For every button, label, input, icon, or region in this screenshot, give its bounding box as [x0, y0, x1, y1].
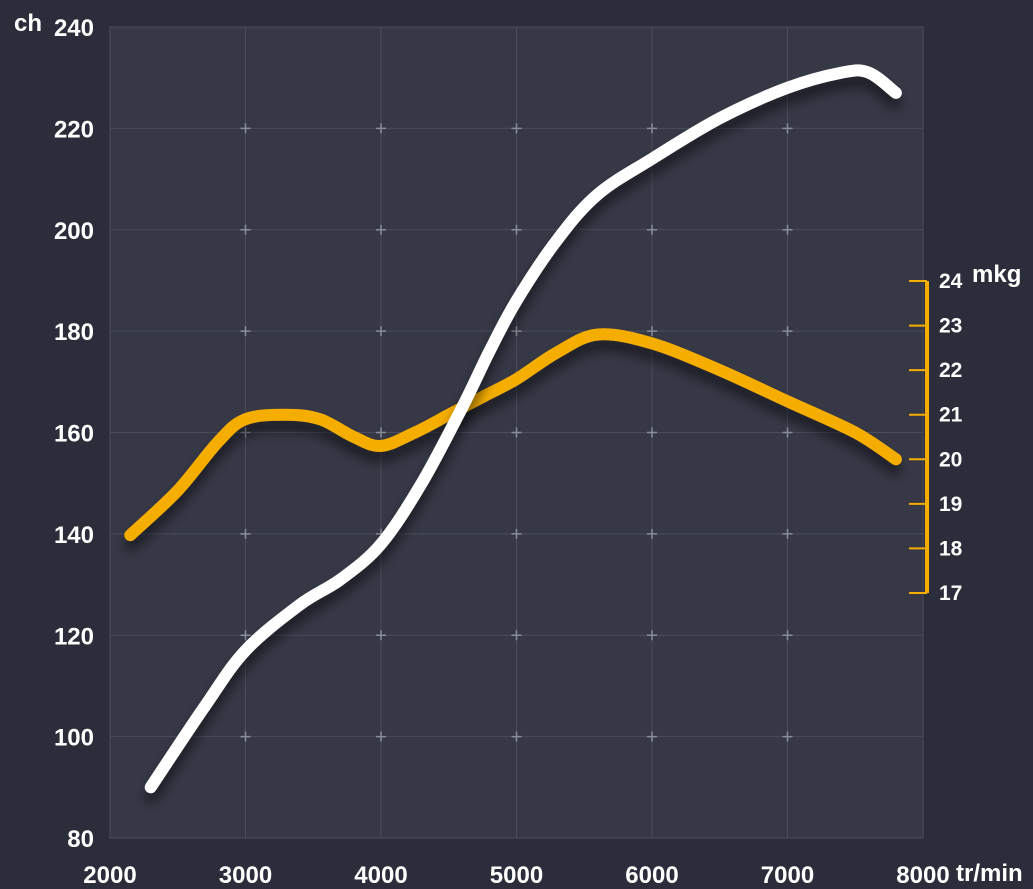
y-tick-label: 140 [54, 522, 94, 549]
grid-marker [240, 630, 251, 641]
grid-marker [376, 630, 386, 641]
grid-marker [647, 224, 657, 235]
y-axis-label: ch [14, 10, 42, 37]
grid-marker [240, 123, 251, 134]
grid-marker [511, 528, 522, 539]
grid-marker [511, 123, 522, 134]
grid-marker [240, 427, 251, 438]
grid-marker [376, 224, 386, 235]
grid-marker [647, 427, 657, 438]
x-tick-label: 3000 [219, 862, 272, 889]
grid-marker [782, 731, 793, 742]
grid-marker [782, 528, 793, 539]
y2-tick-label: 19 [939, 493, 962, 516]
grid-marker [782, 224, 793, 235]
x-tick-label: 4000 [354, 862, 407, 889]
series-line-power [144, 64, 902, 794]
grid-marker [240, 731, 251, 742]
grid-marker [376, 326, 386, 337]
y2-axis-label: mkg [972, 261, 1021, 288]
grid-marker [511, 731, 522, 742]
grid-marker [240, 528, 251, 539]
grid-marker [376, 427, 386, 438]
grid-marker [240, 326, 251, 337]
grid-marker [511, 224, 522, 235]
grid [109, 26, 924, 839]
grid-marker [376, 123, 386, 134]
y2-tick-label: 18 [939, 537, 963, 560]
series-lines [124, 64, 902, 794]
y-tick-label: 220 [54, 116, 94, 143]
x-tick-label: 6000 [625, 862, 678, 889]
x-tick-label: 7000 [761, 862, 814, 889]
grid-marker [647, 326, 657, 337]
y-tick-label: 120 [54, 623, 94, 650]
grid-marker [782, 326, 793, 337]
series-line-torque [124, 328, 902, 542]
y-tick-label: 160 [54, 421, 94, 448]
x-tick-label: 2000 [83, 862, 136, 889]
grid-marker [782, 427, 793, 438]
x-tick-label: 8000 [896, 862, 949, 889]
grid-marker [647, 528, 657, 539]
axes: 2000 3000 4000 5000 6000 7000 8000 80 100 120 140 1… [54, 15, 963, 889]
grid-marker [647, 123, 657, 134]
grid-marker [511, 427, 522, 438]
y2-tick-label: 24 [939, 270, 963, 293]
y-tick-label: 100 [54, 725, 94, 752]
grid-marker [240, 224, 251, 235]
y2-tick-label: 22 [939, 359, 962, 382]
y2-tick-label: 21 [939, 404, 963, 427]
y-tick-label: 80 [67, 826, 94, 853]
x-tick-label: 5000 [490, 862, 543, 889]
y2-tick-label: 20 [939, 448, 962, 471]
y2-tick-label: 17 [939, 582, 962, 605]
grid-marker [647, 731, 657, 742]
grid-marker [376, 731, 386, 742]
y-tick-label: 240 [54, 15, 94, 42]
y-tick-label: 200 [54, 218, 94, 245]
y2-tick-label: 23 [939, 315, 962, 338]
grid-marker [782, 123, 793, 134]
grid-marker [782, 630, 793, 641]
grid-marker [511, 630, 522, 641]
x-axis-label: tr/min [956, 860, 1023, 887]
y-tick-label: 180 [54, 319, 94, 346]
grid-marker [647, 630, 657, 641]
grid-marker [511, 326, 522, 337]
